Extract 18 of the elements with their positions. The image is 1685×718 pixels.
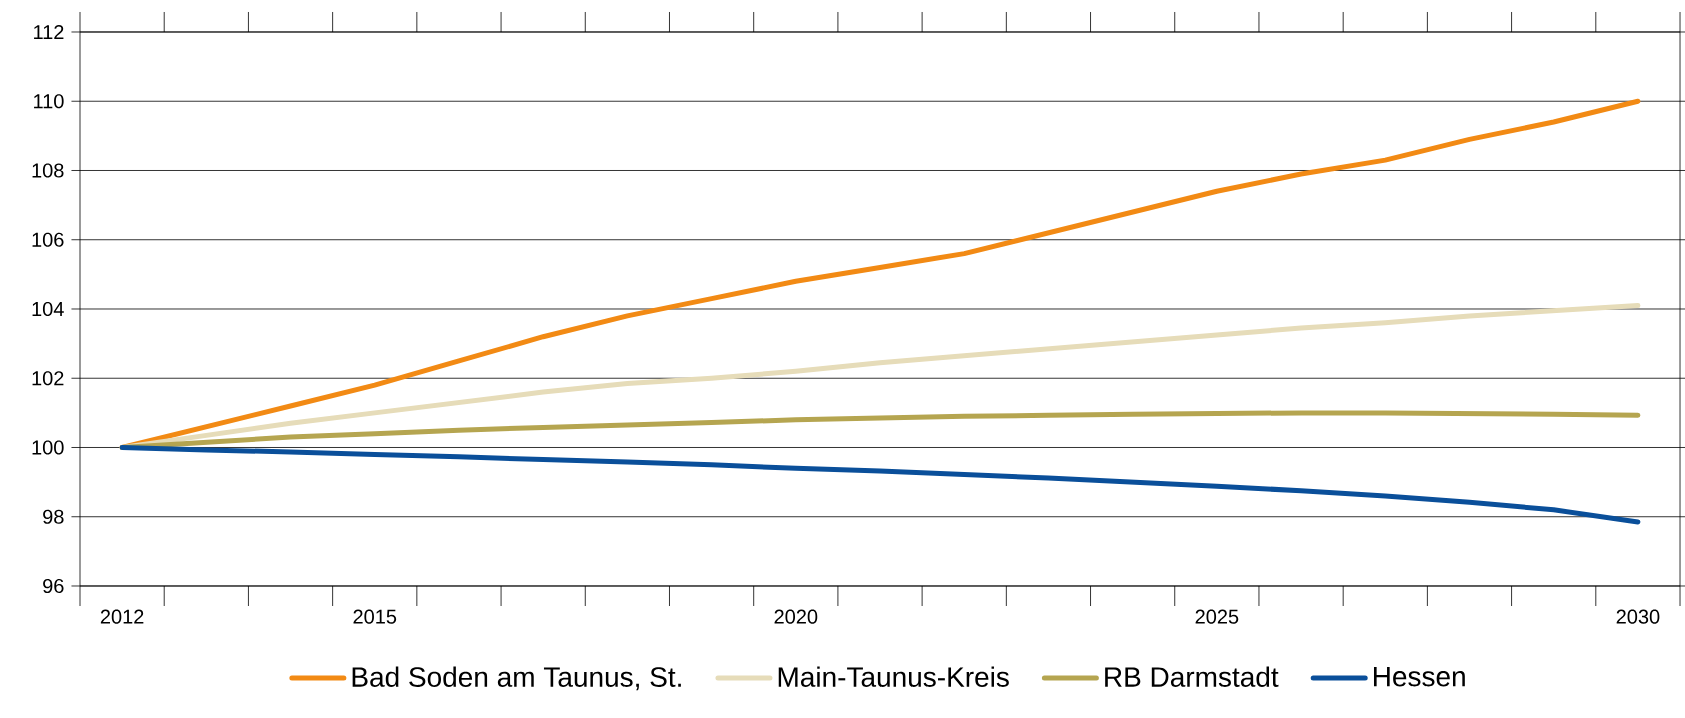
legend-label: Bad Soden am Taunus, St.: [352, 666, 681, 691]
y-tick-label: 102: [32, 371, 64, 386]
y-tick-label: 96: [43, 578, 64, 594]
legend-label: RB Darmstadt: [1105, 666, 1279, 687]
y-tick-label: 112: [34, 25, 64, 39]
legend-label: Main-Taunus-Kreis: [778, 666, 1009, 687]
y-tick-label: 108: [32, 163, 64, 178]
legend-label: Hessen: [1373, 666, 1465, 687]
x-tick-label: 2012: [100, 609, 144, 624]
x-tick-label: 2015: [353, 609, 397, 624]
y-tick-label: 100: [32, 440, 64, 455]
x-tick-label: 2030: [1616, 609, 1660, 624]
x-tick-label: 2025: [1195, 609, 1239, 624]
y-tick-label: 104: [32, 301, 64, 317]
y-tick-label: 98: [43, 509, 64, 524]
y-tick-label: 106: [32, 232, 64, 247]
x-tick-label: 2020: [774, 609, 818, 624]
y-tick-label: 110: [34, 94, 64, 109]
